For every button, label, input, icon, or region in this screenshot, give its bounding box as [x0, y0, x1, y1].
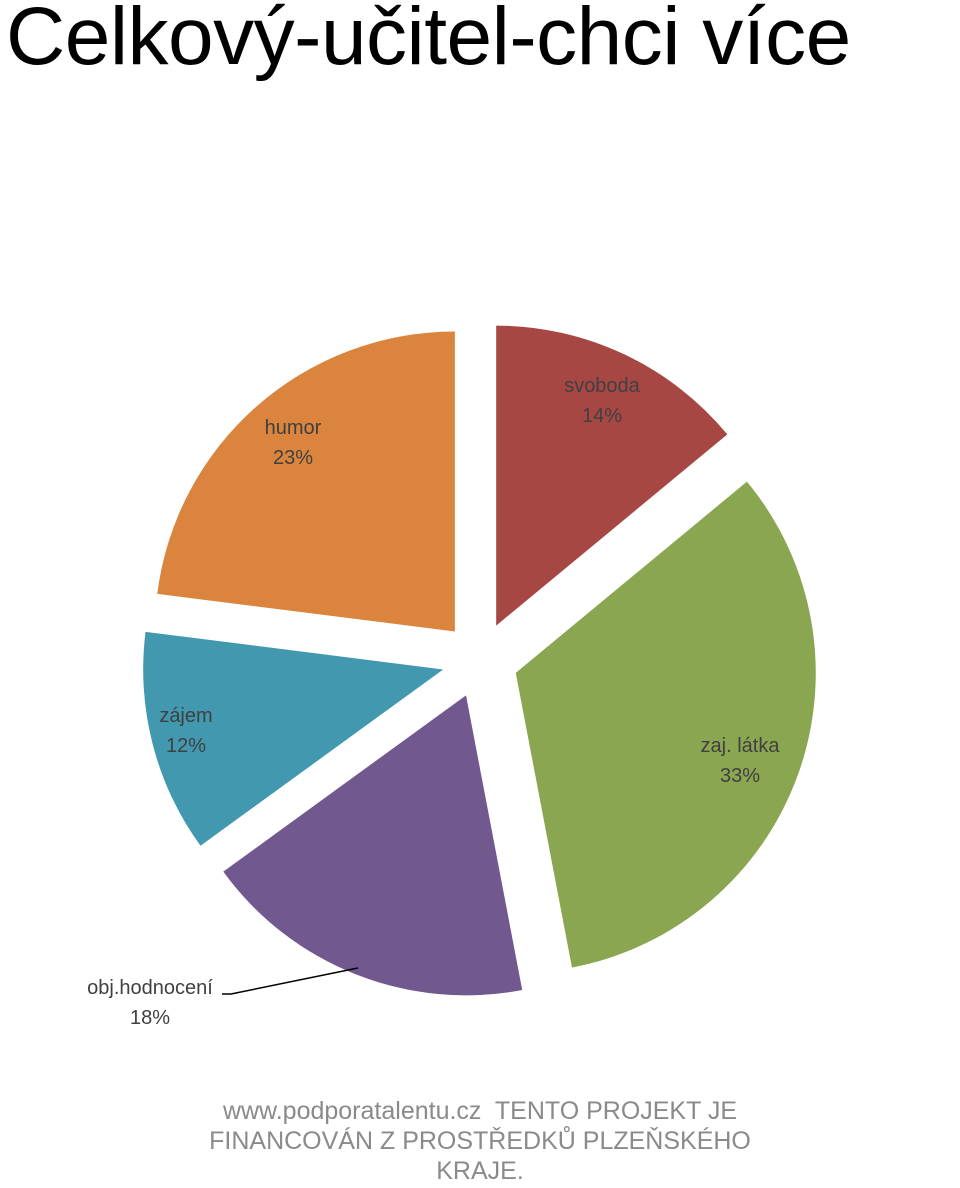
pie-slice-humor	[157, 331, 455, 632]
slice-percent-label: 14%	[582, 405, 622, 427]
slice-percent-label: 18%	[130, 1007, 170, 1029]
slide-title: Celkový-učitel-chci více	[6, 0, 851, 82]
slice-label: obj.hodnocení	[87, 977, 213, 999]
slice-percent-label: 33%	[720, 765, 760, 787]
pie-labels: svoboda 14% zaj. látka 33% obj.hodnocení 18% z…	[87, 375, 780, 1029]
pie-slices	[143, 325, 816, 996]
footer-funding-text: TENTO PROJEKT JE FINANCOVÁN Z PROSTŘEDKŮ…	[209, 1097, 758, 1185]
slice-label: svoboda	[564, 375, 640, 397]
slice-label: zaj. látka	[701, 735, 781, 757]
pie-slice-zaj-l-tka	[515, 481, 816, 968]
footer-url: www.podporatalentu.cz	[222, 1097, 482, 1125]
pie-slice-obj-hodnocen-	[223, 695, 523, 996]
slice-percent-label: 23%	[273, 447, 313, 469]
leader-line	[222, 967, 359, 995]
footer: www.podporatalentu.cz TENTO PROJEKT JE F…	[200, 1096, 760, 1186]
pie-slice-z-jem	[143, 631, 444, 846]
slice-label: humor	[265, 417, 322, 439]
pie-slice-svoboda	[496, 325, 728, 626]
slice-label: zájem	[159, 705, 212, 727]
slice-percent-label: 12%	[166, 735, 206, 757]
